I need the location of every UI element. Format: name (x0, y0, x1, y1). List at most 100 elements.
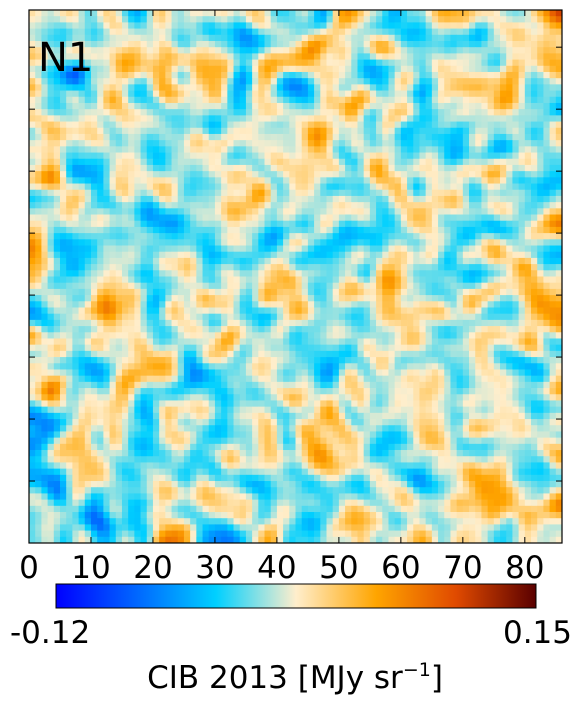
heatmap-cell (518, 363, 526, 370)
heatmap-cell (202, 270, 210, 277)
heatmap-cell (109, 177, 117, 184)
heatmap-cell (41, 350, 48, 358)
heatmap-cell (407, 59, 414, 67)
heatmap-cell (115, 22, 123, 29)
heatmap-cell (78, 264, 86, 271)
heatmap-cell (115, 326, 123, 333)
heatmap-cell (332, 338, 340, 346)
heatmap-cell (450, 164, 457, 172)
heatmap-cell (202, 96, 210, 104)
heatmap-cell (66, 71, 73, 79)
heatmap-cell (29, 257, 36, 265)
heatmap-cell (177, 171, 185, 178)
heatmap-cell (537, 90, 544, 98)
heatmap-cell (431, 307, 439, 315)
heatmap-cell (518, 171, 526, 178)
heatmap-cell (456, 177, 464, 184)
heatmap-cell (332, 195, 340, 203)
heatmap-cell (345, 158, 352, 166)
heatmap-cell (270, 319, 278, 327)
heatmap-cell (66, 288, 73, 296)
heatmap-cell (84, 245, 92, 253)
heatmap-cell (500, 257, 507, 265)
heatmap-cell (549, 78, 557, 85)
heatmap-cell (121, 65, 129, 73)
heatmap-cell (314, 239, 321, 246)
heatmap-cell (66, 121, 73, 129)
heatmap-cell (183, 133, 191, 141)
heatmap-cell (444, 183, 451, 191)
heatmap-cell (289, 34, 296, 42)
heatmap-cell (128, 65, 135, 73)
heatmap-cell (407, 152, 414, 160)
heatmap-cell (487, 84, 495, 91)
heatmap-cell (431, 357, 439, 364)
heatmap-cell (462, 53, 470, 60)
heatmap-cell (543, 16, 550, 23)
heatmap-cell (121, 344, 129, 352)
heatmap-cell (78, 357, 86, 364)
heatmap-cell (407, 158, 414, 166)
heatmap-cell (121, 71, 129, 79)
heatmap-cell (481, 301, 488, 308)
heatmap-cell (357, 357, 365, 364)
heatmap-cell (97, 47, 104, 54)
heatmap-cell (270, 171, 278, 178)
heatmap-cell (59, 96, 67, 104)
heatmap-cell (357, 53, 365, 60)
heatmap-cell (357, 146, 365, 153)
heatmap-cell (264, 22, 272, 29)
heatmap-cell (35, 350, 42, 358)
heatmap-cell (121, 195, 129, 203)
heatmap-cell (512, 183, 519, 191)
heatmap-cell (115, 239, 123, 246)
heatmap-cell (487, 245, 495, 253)
heatmap-cell (202, 84, 210, 91)
heatmap-cell (221, 140, 228, 147)
heatmap-cell (481, 10, 488, 17)
heatmap-cell (469, 233, 476, 240)
heatmap-cell (295, 208, 303, 215)
heatmap-cell (252, 16, 259, 23)
heatmap-cell (53, 295, 61, 302)
heatmap-cell (121, 313, 129, 321)
heatmap-cell (394, 71, 402, 79)
heatmap-cell (413, 326, 420, 333)
heatmap-cell (444, 115, 451, 122)
heatmap-cell (338, 115, 346, 122)
heatmap-cell (214, 164, 222, 172)
heatmap-cell (84, 220, 92, 228)
heatmap-cell (481, 295, 488, 302)
heatmap-cell (332, 53, 340, 60)
heatmap-cell (66, 158, 73, 166)
heatmap-cell (134, 326, 141, 333)
heatmap-cell (481, 22, 488, 29)
heatmap-cell (165, 102, 172, 110)
heatmap-cell (159, 307, 166, 315)
heatmap-cell (326, 96, 334, 104)
heatmap-cell (196, 295, 203, 302)
heatmap-cell (543, 202, 550, 209)
heatmap-cell (549, 208, 557, 215)
heatmap-cell (35, 146, 42, 153)
heatmap-cell (258, 96, 265, 104)
heatmap-cell (190, 59, 197, 67)
heatmap-cell (363, 270, 371, 277)
heatmap-cell (549, 295, 557, 302)
heatmap-cell (295, 152, 303, 160)
heatmap-cell (276, 195, 284, 203)
heatmap-cell (462, 28, 470, 36)
heatmap-cell (29, 133, 36, 141)
heatmap-cell (264, 152, 272, 160)
heatmap-cell (407, 226, 414, 234)
heatmap-cell (549, 276, 557, 284)
heatmap-cell (357, 71, 365, 79)
heatmap-cell (506, 288, 513, 296)
heatmap-cell (276, 226, 284, 234)
heatmap-cell (276, 34, 284, 42)
heatmap-cell (382, 270, 389, 277)
heatmap-cell (128, 146, 135, 153)
heatmap-cell (543, 288, 550, 296)
heatmap-cell (543, 53, 550, 60)
heatmap-cell (338, 257, 346, 265)
